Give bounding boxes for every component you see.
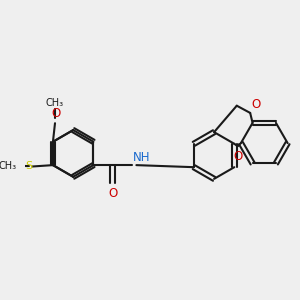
Text: O: O	[51, 107, 60, 120]
Text: CH₃: CH₃	[0, 161, 17, 171]
Text: O: O	[233, 150, 242, 163]
Text: CH₃: CH₃	[46, 98, 64, 108]
Text: S: S	[25, 161, 32, 171]
Text: O: O	[251, 98, 261, 111]
Text: NH: NH	[133, 152, 150, 164]
Text: O: O	[108, 187, 118, 200]
